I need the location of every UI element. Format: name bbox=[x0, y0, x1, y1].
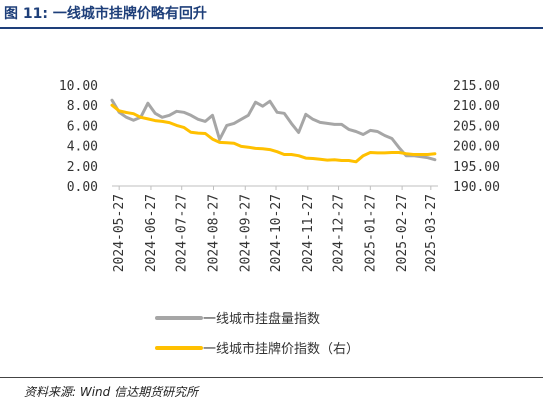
x-tick-label: 2024-09-27 bbox=[238, 194, 253, 272]
y-left-tick-label: 10.00 bbox=[59, 79, 98, 94]
x-tick-label: 2024-11-27 bbox=[301, 194, 316, 272]
series-layer bbox=[110, 98, 437, 164]
y-left-tick-label: 8.00 bbox=[67, 99, 98, 114]
y-right-tick-label: 210.00 bbox=[453, 99, 500, 114]
x-tick-label: 2025-01-27 bbox=[363, 194, 378, 272]
y-right-tick-label: 190.00 bbox=[453, 180, 500, 195]
x-tick-label: 2025-02-27 bbox=[395, 194, 410, 272]
legend-label: 一线城市挂牌价指数（右） bbox=[203, 341, 359, 357]
x-tick-label: 2024-08-27 bbox=[206, 194, 221, 272]
source-note: 资料来源: Wind 信达期货研究所 bbox=[24, 385, 199, 399]
y-right-tick-label: 205.00 bbox=[453, 119, 500, 134]
y-left-tick-label: 6.00 bbox=[67, 119, 98, 134]
x-tick-label: 2024-05-27 bbox=[112, 194, 127, 272]
x-tick-label: 2024-07-27 bbox=[175, 194, 190, 272]
y-axis-right: 215.00 210.00 205.00 200.00 195.00 190.00 bbox=[453, 79, 500, 195]
y-axis-left: 10.00 8.00 6.00 4.00 2.00 0.00 bbox=[59, 79, 98, 195]
series-line-listing-price bbox=[110, 103, 437, 164]
x-tick-label: 2024-10-27 bbox=[269, 194, 284, 272]
x-tick-label: 2025-03-27 bbox=[424, 194, 439, 272]
y-right-tick-label: 200.00 bbox=[453, 140, 500, 155]
line-chart: 10.00 8.00 6.00 4.00 2.00 0.00 215.00 210.00 20… bbox=[59, 79, 500, 357]
figure-title: 图 11: 一线城市挂牌价略有回升 bbox=[4, 6, 207, 22]
y-right-tick-label: 195.00 bbox=[453, 160, 500, 175]
x-tick-label: 2024-12-27 bbox=[332, 194, 347, 272]
y-left-tick-label: 0.00 bbox=[67, 180, 98, 195]
y-left-tick-label: 2.00 bbox=[67, 160, 98, 175]
footer-rule bbox=[0, 377, 543, 378]
y-right-tick-label: 215.00 bbox=[453, 79, 500, 94]
y-left-tick-label: 4.00 bbox=[67, 140, 98, 155]
title-rule bbox=[0, 27, 543, 29]
series-line-listing-volume bbox=[110, 98, 437, 162]
x-axis: 2024-05-27 2024-06-27 2024-07-27 2024-08-27… bbox=[112, 186, 439, 272]
x-tick-label: 2024-06-27 bbox=[144, 194, 159, 272]
legend-label: 一线城市挂盘量指数 bbox=[203, 311, 320, 327]
